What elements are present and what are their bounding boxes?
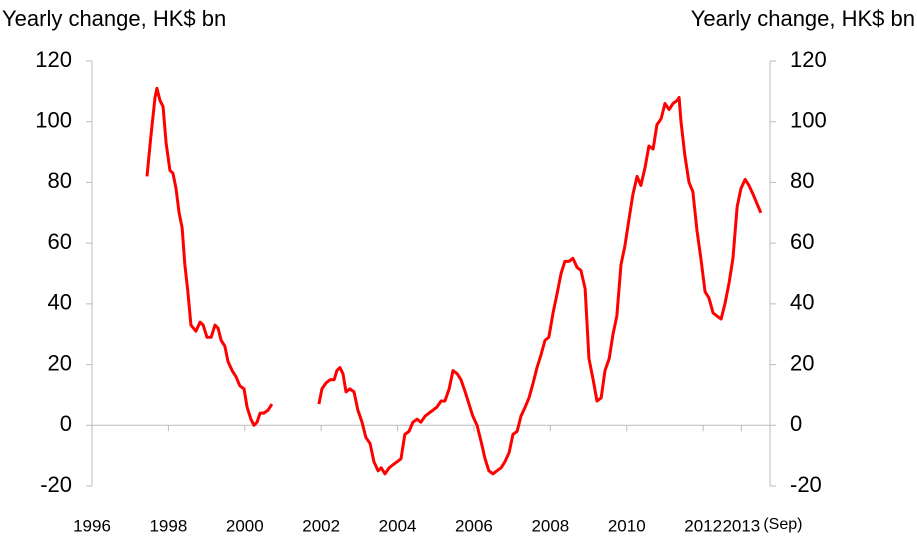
x-tick-label: 2000 bbox=[226, 516, 264, 535]
x-tick-label: 2012 bbox=[684, 516, 722, 535]
y-tick-label: 20 bbox=[48, 350, 72, 375]
y2-tick-label: -20 bbox=[790, 472, 822, 497]
x-tick-label: 1998 bbox=[149, 516, 187, 535]
y-tick-label: 60 bbox=[48, 229, 72, 254]
data-line bbox=[145, 86, 763, 476]
y2-tick-label: 120 bbox=[790, 47, 827, 72]
x-tick-label: 2010 bbox=[608, 516, 646, 535]
y-tick-label: 40 bbox=[48, 290, 72, 315]
x-tick-label: 2006 bbox=[455, 516, 493, 535]
x-tick-label: 2008 bbox=[531, 516, 569, 535]
x-tick-label: 2004 bbox=[379, 516, 417, 535]
x-tick-label: 2002 bbox=[302, 516, 340, 535]
y-tick-label: 80 bbox=[48, 168, 72, 193]
annotation: (Sep) bbox=[763, 516, 802, 533]
y-tick-label: 100 bbox=[35, 108, 72, 133]
y-tick-label: -20 bbox=[40, 472, 72, 497]
y2-tick-label: 0 bbox=[790, 411, 802, 436]
right-axis-title: Yearly change, HK$ bn bbox=[691, 6, 915, 31]
y2-tick-label: 80 bbox=[790, 168, 814, 193]
x-tick-label: 1996 bbox=[73, 516, 111, 535]
y2-tick-label: 100 bbox=[790, 108, 827, 133]
y-tick-label: 120 bbox=[35, 47, 72, 72]
left-axis-title: Yearly change, HK$ bn bbox=[2, 6, 226, 31]
y2-tick-label: 40 bbox=[790, 290, 814, 315]
y2-tick-label: 20 bbox=[790, 350, 814, 375]
y-tick-label: 0 bbox=[60, 411, 72, 436]
y2-tick-label: 60 bbox=[790, 229, 814, 254]
x-tick-label: 2013 bbox=[722, 516, 760, 535]
